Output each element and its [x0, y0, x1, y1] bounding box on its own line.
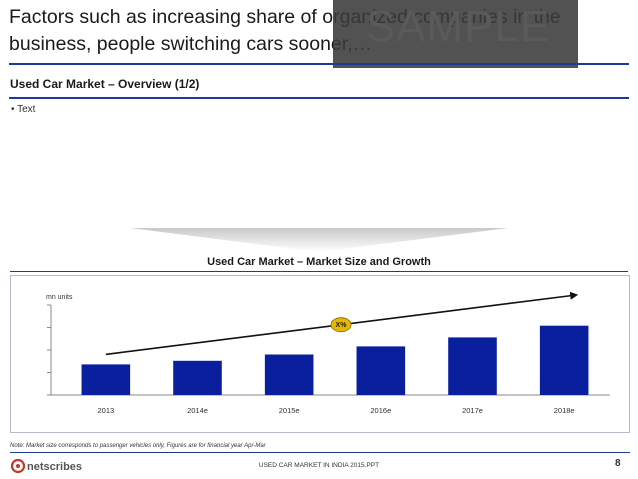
bar-2015e [264, 354, 314, 395]
watermark-box [333, 0, 578, 68]
section-subtitle: Used Car Market – Overview (1/2) [10, 77, 200, 91]
y-axis-label: mn units [46, 294, 73, 301]
title-divider [9, 63, 629, 65]
bar-2016e [356, 346, 406, 395]
chart-axes [47, 304, 610, 396]
x-tick-labels: 2013 2014e 2015e 2016e 2017e 2018e [97, 406, 574, 415]
chart-title: Used Car Market – Market Size and Growth [207, 256, 431, 268]
page-number: 8 [615, 458, 621, 469]
x-tick-label: 2015e [279, 406, 300, 415]
footnote: Note: Market size corresponds to passeng… [10, 443, 266, 449]
logo-text: netscribes [27, 461, 82, 473]
trend-arrow: X% [105, 291, 579, 356]
bar-2017e [448, 337, 497, 395]
footer-divider [10, 452, 630, 453]
netscribes-logo: netscribes [10, 458, 82, 474]
x-tick-label: 2017e [462, 406, 483, 415]
chart-title-divider [10, 271, 628, 272]
bar-chart: mn units 2013 2014e 2015e 2016e 2017e 2018e X… [46, 291, 610, 415]
x-tick-label: 2018e [554, 406, 575, 415]
chevron-separator [130, 228, 508, 252]
bar-2018e [539, 325, 589, 395]
x-tick-label: 2013 [97, 406, 114, 415]
watermark-text: SAMPLE [365, 2, 551, 51]
growth-label: X% [336, 322, 348, 329]
footer-text: USED CAR MARKET IN INDIA 2015.PPT [258, 462, 380, 469]
x-tick-label: 2016e [370, 406, 391, 415]
subtitle-divider [9, 97, 629, 99]
x-tick-label: 2014e [187, 406, 208, 415]
bar-2013 [81, 364, 131, 395]
bar-2014e [173, 360, 222, 395]
growth-badge [330, 317, 352, 333]
chart-bars [81, 325, 589, 395]
bullet-text: • Text [11, 104, 36, 115]
